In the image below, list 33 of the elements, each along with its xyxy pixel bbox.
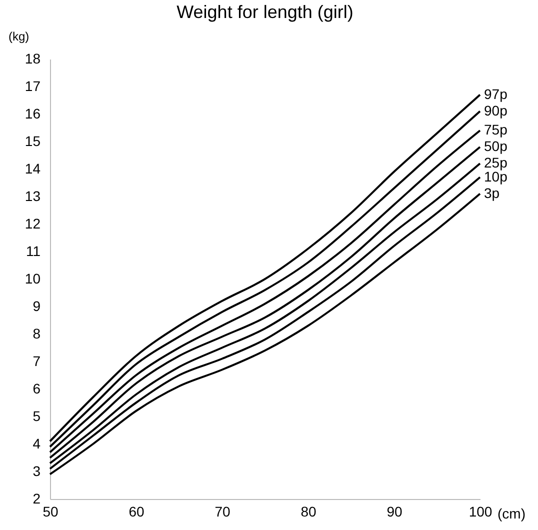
y-tick-label: 2 <box>32 490 41 506</box>
series-label: 10p <box>484 168 508 184</box>
x-tick-label: 80 <box>300 504 316 520</box>
y-tick-label: 15 <box>24 133 41 149</box>
y-tick-label: 5 <box>32 408 41 424</box>
y-tick-label: 16 <box>24 106 41 122</box>
y-tick-label: 6 <box>32 380 41 396</box>
x-tick-label: 90 <box>386 504 402 520</box>
series-label: 97p <box>484 86 508 102</box>
x-tick-label: 60 <box>128 504 144 520</box>
series-label: 25p <box>484 154 508 170</box>
y-tick-label: 14 <box>24 160 41 176</box>
series-label: 3p <box>484 184 500 201</box>
x-axis-title: (cm) <box>498 506 526 522</box>
y-tick-label: 7 <box>32 353 41 369</box>
x-tick-label: 100 <box>468 504 492 520</box>
series-label: 75p <box>484 122 508 138</box>
y-tick-label: 13 <box>24 188 41 204</box>
y-tick-label: 4 <box>32 436 41 452</box>
x-tick-label: 50 <box>42 504 58 520</box>
y-tick-label: 12 <box>24 216 41 232</box>
series-label: 50p <box>484 138 508 154</box>
chart-title: Weight for length (girl) <box>176 2 354 22</box>
y-tick-label: 17 <box>24 78 41 94</box>
y-tick-label: 8 <box>32 326 41 342</box>
y-tick-label: 11 <box>26 243 41 259</box>
y-tick-label: 10 <box>24 270 41 286</box>
y-tick-label: 3 <box>32 463 41 479</box>
x-tick-label: 70 <box>214 504 230 520</box>
y-tick-label: 18 <box>24 50 41 66</box>
y-tick-label: 9 <box>32 298 41 314</box>
y-axis-title: (kg) <box>8 30 30 44</box>
series-label: 90p <box>484 102 508 118</box>
